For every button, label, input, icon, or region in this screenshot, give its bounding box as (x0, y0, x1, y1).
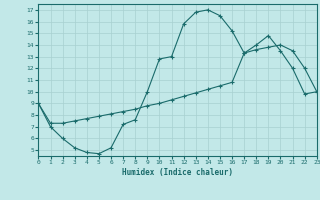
X-axis label: Humidex (Indice chaleur): Humidex (Indice chaleur) (122, 168, 233, 177)
